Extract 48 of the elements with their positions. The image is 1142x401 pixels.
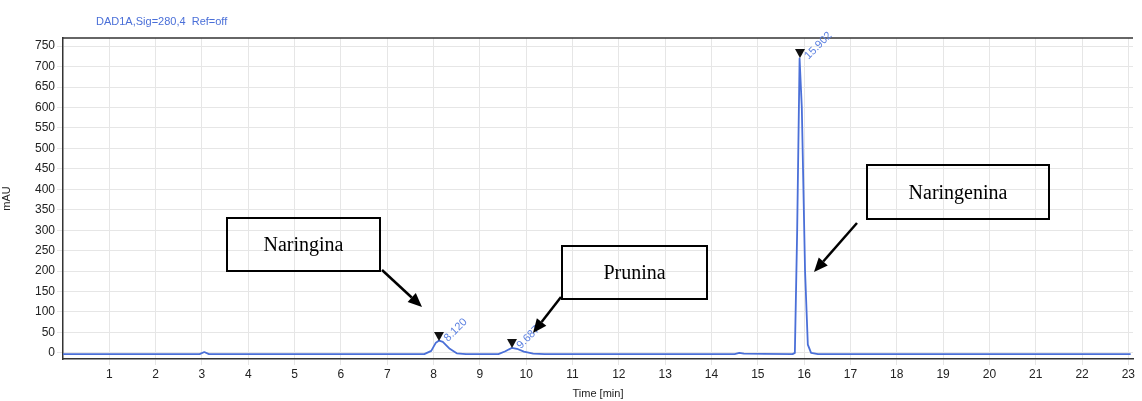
text-box: Naringenina (866, 164, 1050, 220)
x-tick-label: 13 (658, 366, 673, 381)
y-tick-label: 50 (41, 324, 56, 339)
y-tick-label: 750 (34, 38, 56, 53)
x-tick-label: 10 (519, 366, 534, 381)
x-tick-label: 3 (198, 366, 206, 381)
x-tick-label: 5 (291, 366, 299, 381)
x-tick-label: 15 (751, 366, 765, 381)
x-axis-title: Time [min] (572, 387, 624, 400)
x-tick-label: 18 (890, 366, 904, 381)
x-tick-label: 22 (1075, 366, 1090, 381)
x-tick-label: 12 (612, 366, 626, 381)
y-tick-label: 250 (34, 242, 56, 257)
y-tick-label: 300 (34, 222, 56, 237)
x-tick-label: 11 (566, 366, 580, 381)
y-tick-label: 700 (34, 58, 56, 73)
x-tick-label: 2 (152, 366, 160, 381)
y-tick-label: 0 (48, 345, 56, 360)
y-tick-label: 450 (34, 161, 56, 176)
x-tick-label: 19 (936, 366, 951, 381)
y-tick-label: 200 (34, 263, 56, 278)
x-tick-label: 16 (797, 366, 812, 381)
y-tick-label: 650 (34, 79, 56, 94)
x-tick-label: 23 (1121, 366, 1136, 381)
y-tick-label: 100 (34, 304, 56, 319)
x-tick-label: 1 (105, 366, 113, 381)
y-tick-label: 400 (34, 181, 56, 196)
x-tick-label: 4 (244, 366, 252, 381)
x-tick-label: 8 (430, 366, 438, 381)
x-tick-label: 14 (704, 366, 719, 381)
x-tick-label: 9 (476, 366, 484, 381)
y-tick-label: 600 (34, 99, 56, 114)
y-axis-title: mAU (0, 186, 12, 211)
x-tick-label: 21 (1029, 366, 1043, 381)
annotation: Prunina (603, 261, 666, 284)
text-box: Prunina (561, 245, 708, 300)
y-tick-label: 150 (34, 283, 56, 298)
x-tick-label: 7 (383, 366, 391, 381)
chart-title: DAD1A,Sig=280,4 Ref=off (96, 15, 229, 28)
x-tick-label: 20 (982, 366, 997, 381)
y-tick-label: 550 (34, 120, 56, 135)
annotation: Naringenina (908, 180, 1008, 204)
y-tick-label: 350 (34, 202, 56, 217)
annotation: Naringina (263, 233, 344, 256)
text-box: Naringina (226, 217, 381, 272)
y-tick-label: 500 (34, 140, 56, 155)
x-tick-label: 17 (843, 366, 858, 381)
x-tick-label: 6 (337, 366, 345, 381)
